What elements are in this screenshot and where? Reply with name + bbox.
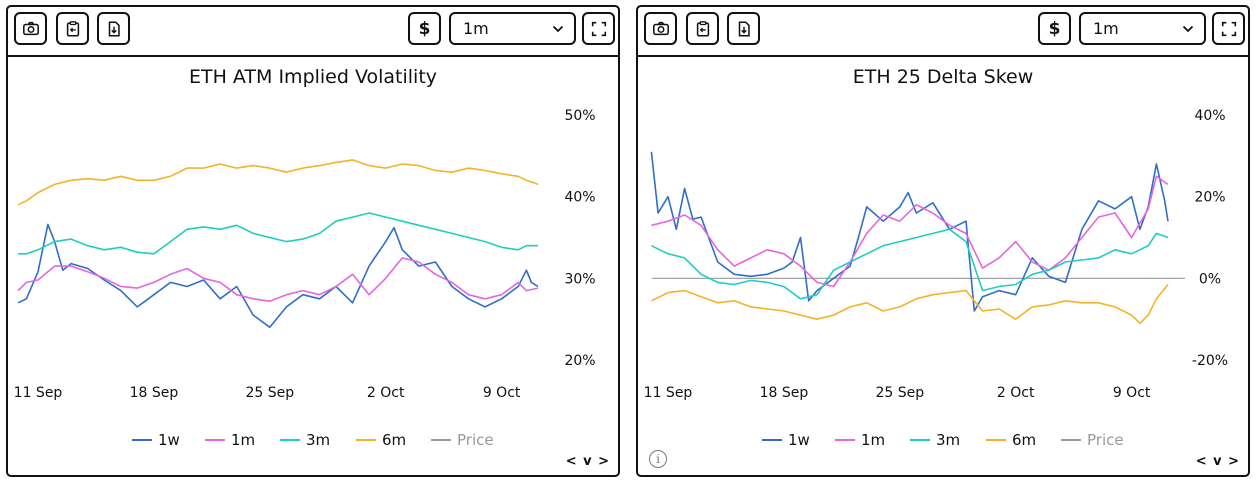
fullscreen-button[interactable] (1212, 12, 1245, 45)
currency-label: $ (418, 18, 431, 39)
series-line-1m (17, 257, 539, 302)
legend-label-1m: 1m (861, 431, 885, 449)
x-tick-label: 18 Sep (130, 385, 179, 401)
currency-toggle-button[interactable]: $ (408, 12, 441, 45)
download-button[interactable] (727, 12, 760, 45)
info-icon[interactable]: i (649, 450, 667, 468)
fullscreen-icon (1221, 21, 1236, 36)
download-file-icon (108, 20, 120, 37)
legend-label-1w: 1w (788, 431, 810, 449)
legend-label-Price: Price (457, 431, 494, 449)
chart-panel-atm-iv: $ 1m ETH ATM Implied Volatility 50% 40% 30%… (6, 5, 620, 477)
x-tick-label: 25 Sep (245, 385, 294, 401)
y-tick-label: -20% (1192, 353, 1228, 369)
series-line-1w (17, 223, 539, 329)
range-select-value: 1m (1093, 19, 1119, 38)
chart-toolbar: $ 1m (8, 7, 618, 57)
legend-label-3m: 3m (306, 431, 330, 449)
chevron-down-icon (552, 25, 564, 32)
y-tick-label: 30% (564, 271, 595, 287)
chart-area: ETH ATM Implied Volatility 50% 40% 30% 20% 11… (8, 57, 618, 475)
clipboard-icon (66, 20, 79, 37)
x-tick-label: 9 Oct (483, 385, 521, 401)
clipboard-icon (696, 20, 709, 37)
x-tick-label: 9 Oct (1113, 385, 1151, 401)
y-tick-label: 40% (1194, 108, 1225, 124)
chart-title: ETH 25 Delta Skew (853, 66, 1034, 88)
legend-label-3m: 3m (936, 431, 960, 449)
y-tick-label: 20% (564, 353, 595, 369)
range-select[interactable]: 1m (449, 12, 576, 45)
series-line-6m (651, 283, 1169, 325)
chart-panel-delta-skew: $ 1m ETH 25 Delta Skew 40% 20% 0% -20% 11 Sep… (636, 5, 1250, 477)
download-file-icon (738, 20, 750, 37)
camera-icon (652, 21, 669, 35)
x-tick-label: 18 Sep (760, 385, 809, 401)
chevron-down-icon (1182, 25, 1194, 32)
series-line-3m (651, 228, 1169, 300)
chart-area: ETH 25 Delta Skew 40% 20% 0% -20% 11 Sep 18 Se… (638, 57, 1248, 475)
chart-title: ETH ATM Implied Volatility (189, 66, 437, 88)
line-chart: ETH 25 Delta Skew 40% 20% 0% -20% 11 Sep 18 Se… (644, 66, 1228, 449)
x-tick-label: 2 Oct (997, 385, 1035, 401)
y-tick-label: 50% (564, 108, 595, 124)
y-tick-label: 40% (564, 190, 595, 206)
range-select-value: 1m (463, 19, 489, 38)
y-tick-label: 20% (1194, 190, 1225, 206)
x-tick-label: 2 Oct (367, 385, 405, 401)
x-tick-label: 11 Sep (14, 385, 63, 401)
copy-clipboard-button[interactable] (686, 12, 719, 45)
currency-label: $ (1048, 18, 1061, 39)
camera-icon (22, 21, 39, 35)
fullscreen-icon (591, 21, 606, 36)
legend-label-6m: 6m (1012, 431, 1036, 449)
screenshot-button[interactable] (644, 12, 677, 45)
series-line-1w (650, 151, 1169, 312)
legend-label-1m: 1m (231, 431, 255, 449)
legend-label-Price: Price (1087, 431, 1124, 449)
series-line-6m (17, 159, 539, 206)
fullscreen-button[interactable] (582, 12, 615, 45)
legend-label-1w: 1w (158, 431, 180, 449)
chart-toolbar: $ 1m (638, 7, 1248, 57)
pagination-nav[interactable]: < v > (565, 454, 610, 469)
series-line-1m (651, 175, 1169, 288)
pagination-nav[interactable]: < v > (1195, 454, 1240, 469)
x-tick-label: 11 Sep (644, 385, 693, 401)
series-line-3m (18, 212, 538, 255)
currency-toggle-button[interactable]: $ (1038, 12, 1071, 45)
y-tick-label: 0% (1199, 271, 1221, 287)
copy-clipboard-button[interactable] (56, 12, 89, 45)
line-chart: ETH ATM Implied Volatility 50% 40% 30% 20% 11… (14, 66, 596, 449)
download-button[interactable] (97, 12, 130, 45)
range-select[interactable]: 1m (1079, 12, 1206, 45)
screenshot-button[interactable] (14, 12, 47, 45)
x-tick-label: 25 Sep (875, 385, 924, 401)
legend-label-6m: 6m (382, 431, 406, 449)
